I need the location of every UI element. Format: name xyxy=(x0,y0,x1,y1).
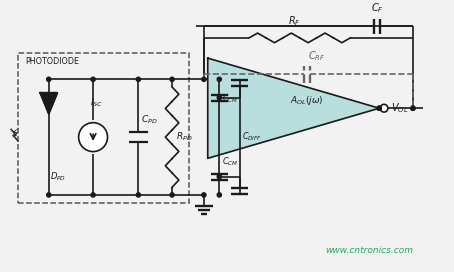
Text: $C_{PD}$: $C_{PD}$ xyxy=(141,113,158,126)
Circle shape xyxy=(380,104,388,112)
Circle shape xyxy=(217,175,222,179)
Circle shape xyxy=(170,193,174,197)
Bar xyxy=(18,53,189,203)
Circle shape xyxy=(91,193,95,197)
Circle shape xyxy=(136,77,140,81)
Text: $D_{PD}$: $D_{PD}$ xyxy=(50,171,66,183)
Text: $C_{CM}$: $C_{CM}$ xyxy=(222,156,238,168)
Circle shape xyxy=(377,106,381,110)
Circle shape xyxy=(217,193,222,197)
Circle shape xyxy=(91,77,95,81)
Text: $R_{PD}$: $R_{PD}$ xyxy=(176,131,192,143)
Circle shape xyxy=(170,77,174,81)
Circle shape xyxy=(202,77,206,81)
Text: $\boldsymbol{\mathit{⚡}}$: $\boldsymbol{\mathit{⚡}}$ xyxy=(10,125,20,139)
Text: $I_{SC}$: $I_{SC}$ xyxy=(90,97,104,109)
Circle shape xyxy=(411,106,415,110)
Text: $C_{CM}$: $C_{CM}$ xyxy=(222,93,238,105)
Circle shape xyxy=(136,193,140,197)
Circle shape xyxy=(411,106,415,110)
Polygon shape xyxy=(208,58,379,158)
Circle shape xyxy=(217,77,222,81)
Circle shape xyxy=(47,77,51,81)
Text: $A_{OL}(j\omega)$: $A_{OL}(j\omega)$ xyxy=(290,94,324,107)
Text: www.cntronics.com: www.cntronics.com xyxy=(325,246,413,255)
Text: $V_{OL}$: $V_{OL}$ xyxy=(391,101,408,115)
Circle shape xyxy=(202,193,206,197)
Circle shape xyxy=(217,95,222,100)
Circle shape xyxy=(47,193,51,197)
Text: $C_F$: $C_F$ xyxy=(371,1,384,15)
Circle shape xyxy=(377,106,381,110)
Polygon shape xyxy=(40,93,58,114)
Text: $R_F$: $R_F$ xyxy=(288,14,301,28)
Circle shape xyxy=(79,123,108,152)
Text: $C_{RF}$: $C_{RF}$ xyxy=(308,49,326,63)
Text: $C_{DIFF}$: $C_{DIFF}$ xyxy=(242,131,262,143)
Text: PHOTODIODE: PHOTODIODE xyxy=(25,57,79,66)
